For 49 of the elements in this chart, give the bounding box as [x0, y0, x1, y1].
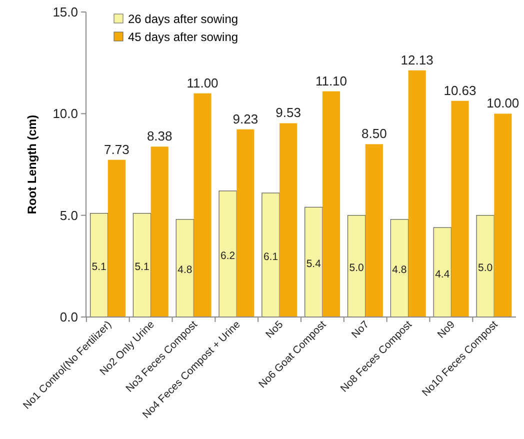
y-tick-label: 0.0 — [60, 310, 78, 325]
x-tick-label: No5 — [264, 318, 286, 341]
legend-label: 26 days after sowing — [128, 12, 238, 26]
legend-label: 45 days after sowing — [128, 30, 238, 44]
bar — [280, 123, 298, 317]
bar — [390, 219, 409, 318]
y-tick-label: 15.0 — [52, 4, 78, 20]
y-tick-label: 10.0 — [52, 106, 78, 122]
bar — [365, 144, 383, 317]
bar — [176, 219, 194, 318]
bar — [322, 91, 340, 317]
data-label: 7.73 — [104, 142, 130, 157]
y-tick-label: 5.0 — [60, 208, 78, 223]
bar — [451, 100, 469, 317]
data-label: 5.0 — [349, 262, 364, 274]
data-label: 8.38 — [146, 128, 172, 144]
data-label: 5.1 — [92, 261, 107, 274]
bar — [150, 146, 168, 317]
bar — [494, 114, 512, 317]
data-label: 5.4 — [306, 258, 322, 270]
data-label: 10.63 — [444, 82, 476, 98]
bar — [236, 129, 254, 317]
data-label: 5.1 — [134, 261, 150, 274]
bar — [433, 227, 452, 318]
x-tick-label: No9 — [435, 318, 458, 341]
bar — [304, 206, 323, 318]
bar — [194, 93, 212, 317]
data-label: 6.2 — [220, 250, 236, 262]
bar — [347, 215, 366, 318]
data-label: 6.1 — [263, 250, 278, 263]
data-label: 11.00 — [186, 75, 218, 90]
data-label: 12.13 — [400, 52, 434, 68]
bar — [132, 213, 152, 318]
bar — [108, 160, 126, 317]
bar — [476, 215, 494, 318]
bar — [90, 213, 108, 318]
data-label: 8.50 — [362, 126, 387, 142]
data-label: 4.4 — [435, 268, 450, 280]
y-axis-title: Root Length (cm) — [25, 114, 39, 214]
data-label: 11.10 — [315, 73, 348, 88]
data-label: 4.8 — [178, 264, 192, 276]
data-label: 4.8 — [392, 264, 407, 276]
bar — [408, 70, 426, 317]
data-label: 9.23 — [232, 111, 258, 126]
bar — [262, 192, 280, 318]
data-label: 10.00 — [486, 96, 520, 111]
data-label: 9.53 — [276, 105, 301, 120]
bar — [218, 190, 237, 318]
data-label: 5.0 — [478, 262, 493, 274]
